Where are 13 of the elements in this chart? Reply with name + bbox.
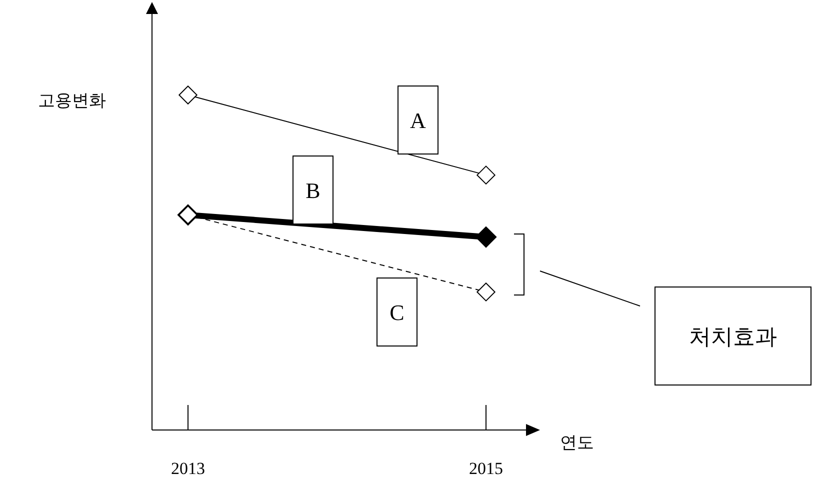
series-label: B <box>306 178 320 203</box>
series-label: A <box>410 108 426 133</box>
label-box: A <box>398 86 438 154</box>
label-box: C <box>376 278 418 346</box>
y-axis-title: 고용변화 <box>38 91 106 110</box>
label-box: B <box>292 156 334 224</box>
series-label: C <box>390 300 404 325</box>
x-tick-label: 2015 <box>469 459 503 478</box>
point <box>476 166 496 184</box>
x-axis-title: 연도 <box>560 433 594 452</box>
x-tick-label: 2013 <box>171 459 205 478</box>
text: 처치효과 <box>689 324 777 349</box>
point <box>178 86 198 104</box>
